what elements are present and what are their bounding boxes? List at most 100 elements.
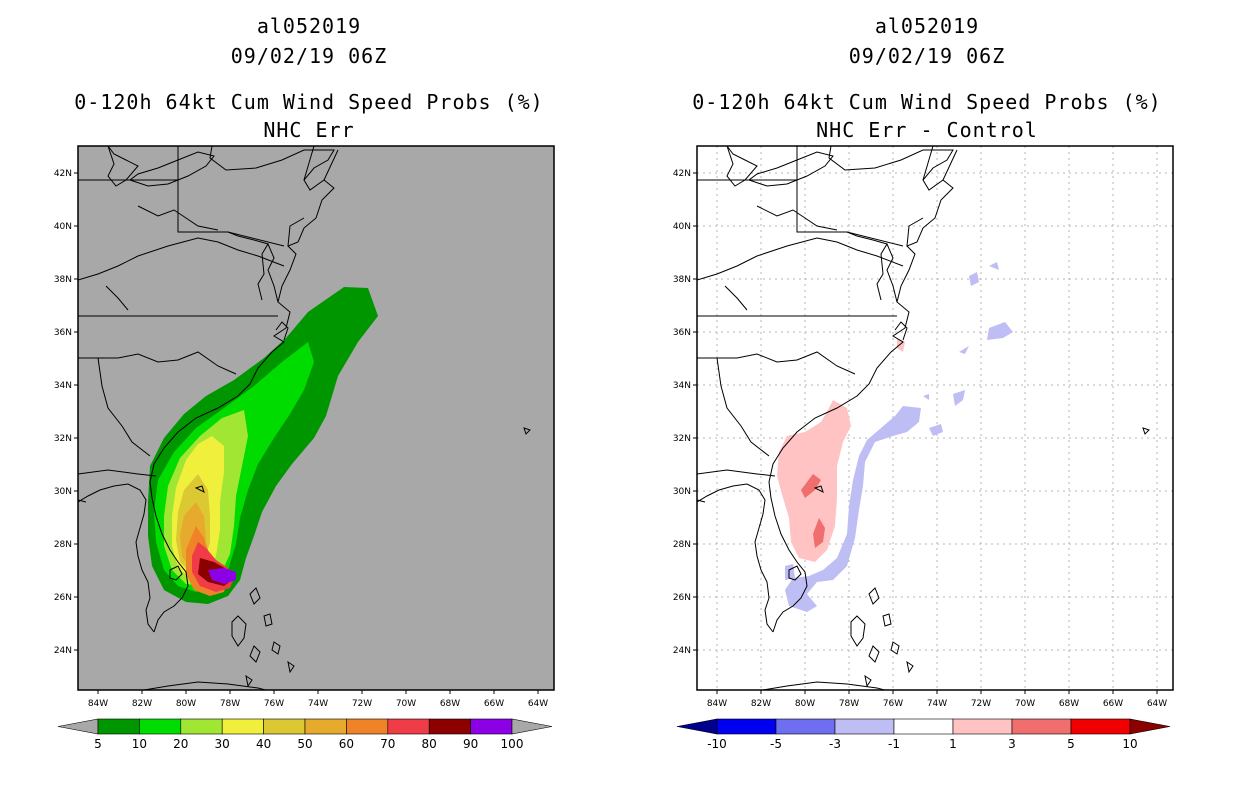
right-lat-label: 28N (673, 540, 691, 550)
right-lon-label: 80W (795, 699, 815, 709)
left-colorbar-label: 100 (501, 737, 524, 751)
left-subtitle: NHC Err (263, 118, 355, 142)
left-colorbar-label: 90 (463, 737, 478, 751)
left-lat-label: 30N (54, 487, 72, 497)
contour-90-100 (208, 568, 236, 584)
left-lat-label: 32N (54, 434, 72, 444)
right-map-panel: 42N 40N 38N 36N 34N 32N 30N 28N 26N 24N 84W 82W 80W 7… (673, 145, 1174, 709)
right-colorbar-label: -3 (829, 737, 841, 751)
left-lon-label: 78W (220, 699, 240, 709)
right-subtitle: NHC Err - Control (816, 118, 1038, 142)
right-colorbar-label: 10 (1122, 737, 1137, 751)
right-colorbar: -10 -5 -3 -1 1 3 5 10 (676, 718, 1171, 751)
left-lat-label: 42N (54, 169, 72, 179)
left-colorbar-swatch (139, 718, 182, 735)
right-lon-label: 66W (1103, 699, 1123, 709)
left-lon-label: 68W (440, 699, 460, 709)
left-lon-label: 64W (528, 699, 548, 709)
left-probability-contours (148, 287, 378, 604)
left-colorbar-label: 10 (132, 737, 147, 751)
left-colorbar-swatch (387, 718, 430, 735)
left-colorbar-label: 5 (94, 737, 102, 751)
left-colorbar: 5 10 20 30 40 50 60 70 80 90 100 (57, 718, 553, 751)
left-lon-label: 82W (132, 699, 152, 709)
left-lon-label: 84W (88, 699, 108, 709)
right-lat-label: 42N (673, 169, 691, 179)
left-colorbar-swatch (97, 718, 140, 735)
right-lon-label: 72W (971, 699, 991, 709)
right-lon-label: 64W (1147, 699, 1167, 709)
left-lon-label: 74W (308, 699, 328, 709)
right-lat-label: 26N (673, 593, 691, 603)
right-colorbar-label: 3 (1008, 737, 1016, 751)
diff-pos-3-5 (801, 474, 825, 548)
left-colorbar-swatch (470, 718, 513, 735)
left-datetime: 09/02/19 06Z (230, 44, 388, 68)
left-lat-label: 26N (54, 593, 72, 603)
right-colorbar-label: -10 (707, 737, 727, 751)
right-lat-label: 24N (673, 646, 691, 656)
right-lon-label: 74W (927, 699, 947, 709)
right-lat-label: 36N (673, 328, 691, 338)
right-lon-label: 84W (707, 699, 727, 709)
left-colorbar-high-arrow (511, 718, 553, 735)
left-product-title: 0-120h 64kt Cum Wind Speed Probs (%) (74, 90, 544, 114)
left-lat-label: 28N (54, 540, 72, 550)
left-colorbar-label: 80 (422, 737, 437, 751)
left-map-panel: 42N 40N 38N 36N 34N 32N 30N 28N 26N 24N 84W 82W 80W 7… (54, 145, 555, 709)
left-storm-id: al052019 (256, 14, 362, 38)
right-colorbar-label: -1 (888, 737, 900, 751)
right-map-background (697, 146, 1173, 690)
right-map-frame (696, 145, 1174, 691)
right-lat-label: 34N (673, 381, 691, 391)
right-datetime: 09/02/19 06Z (848, 44, 1006, 68)
right-lon-label: 76W (883, 699, 903, 709)
left-lat-label: 40N (54, 222, 72, 232)
left-colorbar-swatch (428, 718, 471, 735)
right-lon-label: 70W (1015, 699, 1035, 709)
right-colorbar-label: 5 (1067, 737, 1075, 751)
right-colorbar-high-arrow (1129, 718, 1171, 735)
right-lat-label: 38N (673, 275, 691, 285)
left-colorbar-label: 50 (297, 737, 312, 751)
right-colorbar-swatch (775, 718, 836, 735)
right-lon-label: 68W (1059, 699, 1079, 709)
right-colorbar-label: 1 (949, 737, 957, 751)
left-colorbar-swatch (304, 718, 347, 735)
left-lat-label: 36N (54, 328, 72, 338)
left-lon-label: 72W (352, 699, 372, 709)
diff-neg-1-3 (785, 262, 1013, 612)
right-lon-label: 82W (751, 699, 771, 709)
right-lon-label: 78W (839, 699, 859, 709)
left-colorbar-label: 40 (256, 737, 271, 751)
right-axis-ticks: 42N 40N 38N 36N 34N 32N 30N 28N 26N 24N 84W 82W 80W 7… (673, 169, 1167, 709)
right-product-title: 0-120h 64kt Cum Wind Speed Probs (%) (692, 90, 1162, 114)
left-colorbar-swatch (180, 718, 223, 735)
left-colorbar-label: 20 (173, 737, 188, 751)
right-colorbar-swatch (952, 718, 1013, 735)
left-map-frame (77, 145, 555, 691)
right-colorbar-low-arrow (676, 718, 718, 735)
left-colorbar-swatch (346, 718, 389, 735)
left-colorbar-swatch (263, 718, 306, 735)
left-lon-label: 70W (396, 699, 416, 709)
left-colorbar-low-arrow (57, 718, 99, 735)
right-colorbar-swatch (1070, 718, 1131, 735)
left-colorbar-label: 70 (380, 737, 395, 751)
right-colorbar-swatch (893, 718, 954, 735)
left-colorbar-label: 30 (215, 737, 230, 751)
right-colorbar-label: -5 (770, 737, 782, 751)
left-colorbar-swatch (221, 718, 264, 735)
right-lat-label: 30N (673, 487, 691, 497)
right-storm-id: al052019 (874, 14, 980, 38)
left-lon-label: 76W (264, 699, 284, 709)
left-axis-ticks: 42N 40N 38N 36N 34N 32N 30N 28N 26N 24N 84W 82W 80W 7… (54, 169, 548, 709)
right-colorbar-swatch (716, 718, 777, 735)
right-colorbar-swatch (1011, 718, 1072, 735)
left-lat-label: 38N (54, 275, 72, 285)
left-lat-label: 34N (54, 381, 72, 391)
left-lon-label: 66W (484, 699, 504, 709)
right-colorbar-swatch (834, 718, 895, 735)
right-difference-contours (777, 262, 1013, 612)
